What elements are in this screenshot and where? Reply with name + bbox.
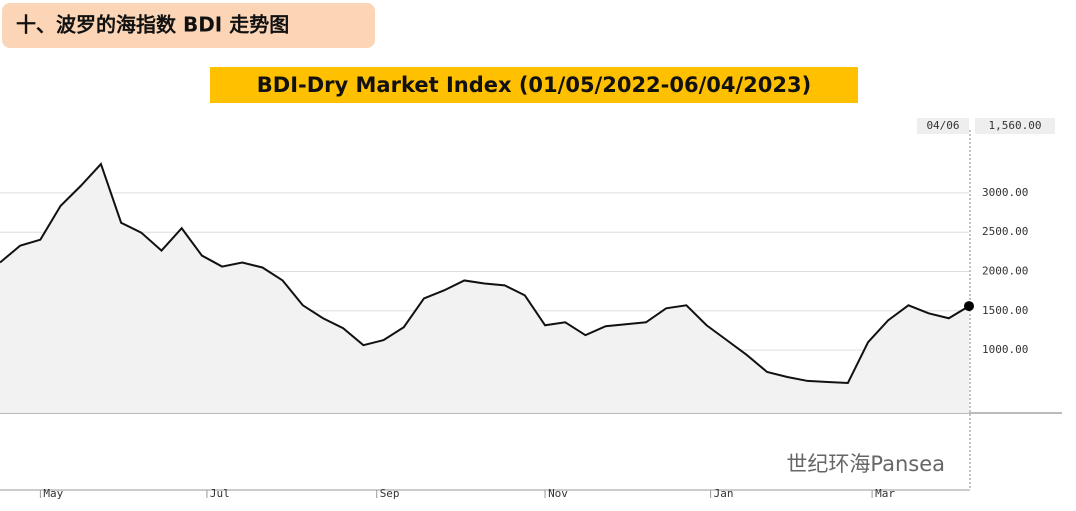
y-tick-label: 2000.00: [982, 265, 1028, 278]
x-tick-label: May: [43, 487, 63, 500]
last-value: 1,560.00: [989, 119, 1042, 132]
watermark: 世纪环海Pansea: [786, 452, 945, 476]
x-tick-label: Jan: [714, 487, 734, 500]
line: [0, 162, 970, 385]
date-box: [917, 118, 969, 134]
y-tick-label: 1500.00: [982, 304, 1028, 317]
plot: 1000.00 1500.00 2000.00 2500.00 3000.00 May Ju…: [0, 162, 1028, 500]
area: [0, 164, 969, 413]
banner: [210, 67, 858, 103]
page-title: 十、波罗的海指数 BDI 走势图: [16, 13, 289, 37]
title-box: [2, 3, 375, 48]
chart-title: BDI-Dry Market Index (01/05/2022-06/04/2…: [257, 73, 811, 97]
y-tick-label: 3000.00: [982, 186, 1028, 199]
x-tick-label: Jul: [210, 487, 230, 500]
value-box: [975, 118, 1055, 134]
last-date: 04/06: [926, 119, 959, 132]
y-tick-label: 1000.00: [982, 343, 1028, 356]
x-tick-label: Sep: [380, 487, 400, 500]
x-tick-label: Mar: [875, 487, 895, 500]
last-point: [964, 301, 974, 312]
y-tick-label: 2500.00: [982, 225, 1028, 238]
x-tick-label: Nov: [548, 487, 568, 500]
